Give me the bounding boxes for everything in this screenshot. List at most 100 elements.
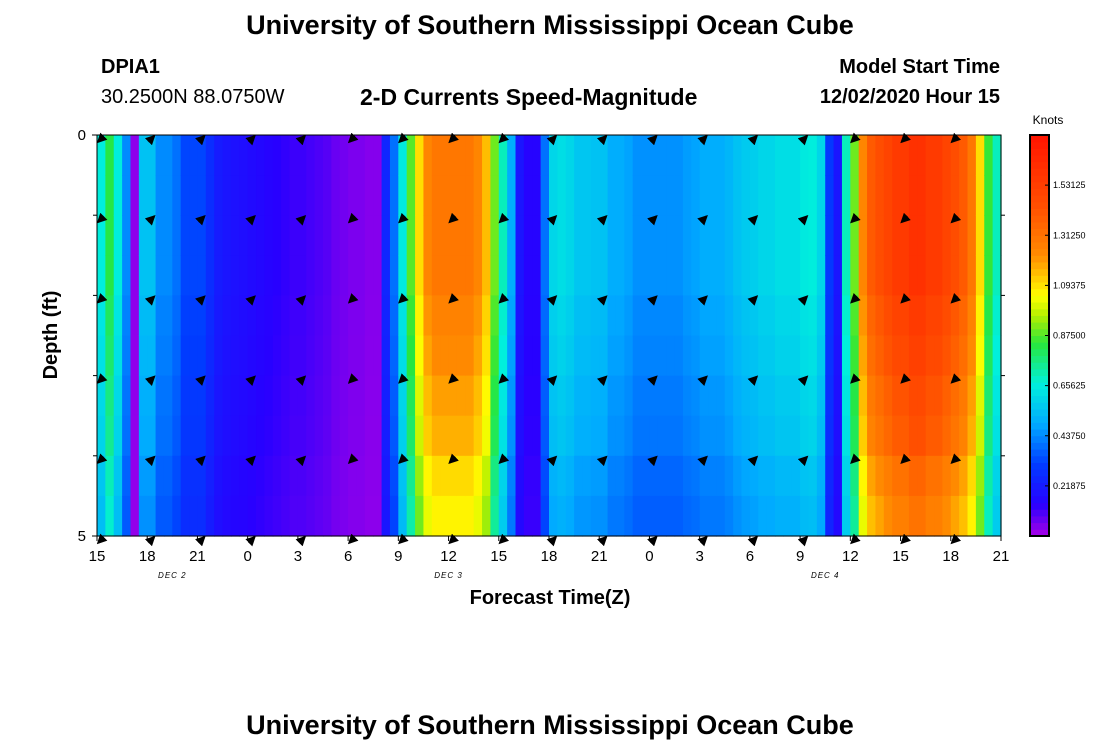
heatmap-cell [565,255,575,296]
direction-arrow [950,132,962,144]
direction-arrow [900,373,911,384]
direction-arrow [697,455,708,467]
heatmap-cell [992,295,1002,337]
heatmap-cell [682,495,692,537]
heatmap-cell [256,175,266,216]
colorbar-segment [1030,308,1049,316]
heatmap-cell [984,495,994,537]
chart-heading: 2-D Currents Speed-Magnitude [360,84,698,110]
heatmap-cell [657,455,667,497]
heatmap-cell [138,495,148,537]
heatmap-cell [130,135,140,176]
heatmap-cell [666,375,676,417]
heatmap-cell [523,455,533,497]
heatmap-cell [180,415,190,457]
heatmap-cell [314,175,324,216]
heatmap-cell [565,455,575,497]
heatmap-cell [992,415,1002,457]
heatmap-cell [189,335,199,377]
heatmap-cell [155,455,165,497]
heatmap-cell [423,215,433,256]
heatmap-cell [724,135,734,176]
heatmap-cell [490,455,500,497]
heatmap-cell [741,455,751,497]
heatmap-cell [456,455,466,497]
heatmap-cell [189,415,199,457]
heatmap-cell [557,175,567,216]
heatmap-cell [549,175,558,216]
heatmap-cell [825,255,835,296]
heatmap-cell [348,455,358,497]
heatmap-cell [289,455,299,497]
heatmap-cell [984,215,994,256]
x-tick-label: 0 [243,548,251,565]
heatmap-cell [130,495,140,537]
heatmap-cell [97,215,106,256]
heatmap-cell [205,375,215,417]
heatmap-cell [440,495,450,537]
direction-arrow [596,455,608,467]
heatmap-cell [657,375,667,417]
heatmap-cell [615,455,625,497]
heatmap-cell [783,495,793,537]
heatmap-cell [306,295,316,337]
heatmap-cell [297,495,307,537]
heatmap-cell [256,255,266,296]
heatmap-cell [507,215,517,256]
heatmap-cell [934,415,944,457]
heatmap-cell [800,175,810,216]
heatmap-cell [314,295,324,337]
heatmap-cell [138,255,148,296]
heatmap-cell [214,495,224,537]
heatmap-cell [557,455,567,497]
heatmap-cell [281,375,291,417]
heatmap-cell [331,495,341,537]
heatmap-cell [314,215,324,256]
heatmap-cell [574,375,584,417]
heatmap-cell [749,455,759,497]
direction-arrow [697,295,708,306]
heatmap-cell [147,215,157,256]
heatmap-cell [749,255,759,296]
heatmap-cell [306,175,316,216]
heatmap-cell [867,175,877,216]
heatmap-cell [632,375,642,417]
heatmap-cell [791,455,801,497]
heatmap-cell [281,415,291,457]
heatmap-cell [615,255,625,296]
heatmap-cell [122,415,132,457]
heatmap-cell [523,175,533,216]
heatmap-cell [356,455,366,497]
heatmap-cell [775,175,784,216]
heatmap-cell [699,415,709,457]
direction-arrow [596,214,608,226]
heatmap-cell [549,415,558,457]
heatmap-cell [122,295,132,337]
heatmap-cell [959,135,969,176]
heatmap-cell [415,175,425,216]
heatmap-cell [272,375,282,417]
heatmap-cell [716,175,726,216]
heatmap-cell [465,455,475,497]
heatmap-cell [105,295,115,337]
heatmap-cell [892,375,902,417]
heatmap-cell [272,135,282,176]
heatmap-cell [406,455,416,497]
colorbar-segment [1030,495,1049,504]
heatmap-cell [122,375,132,417]
direction-arrow [797,295,809,306]
heatmap-cell [289,135,299,176]
heatmap-cell [465,495,475,537]
heatmap-cell [247,495,257,537]
heatmap-cell [557,335,567,377]
heatmap-cell [456,215,466,256]
heatmap-cell [130,375,140,417]
heatmap-cell [892,335,902,377]
heatmap-cell [699,135,709,176]
heatmap-cell [356,375,366,417]
direction-arrow [398,212,409,224]
direction-arrow [950,533,962,545]
heatmap-cell [423,415,433,457]
heatmap-cell [331,455,341,497]
